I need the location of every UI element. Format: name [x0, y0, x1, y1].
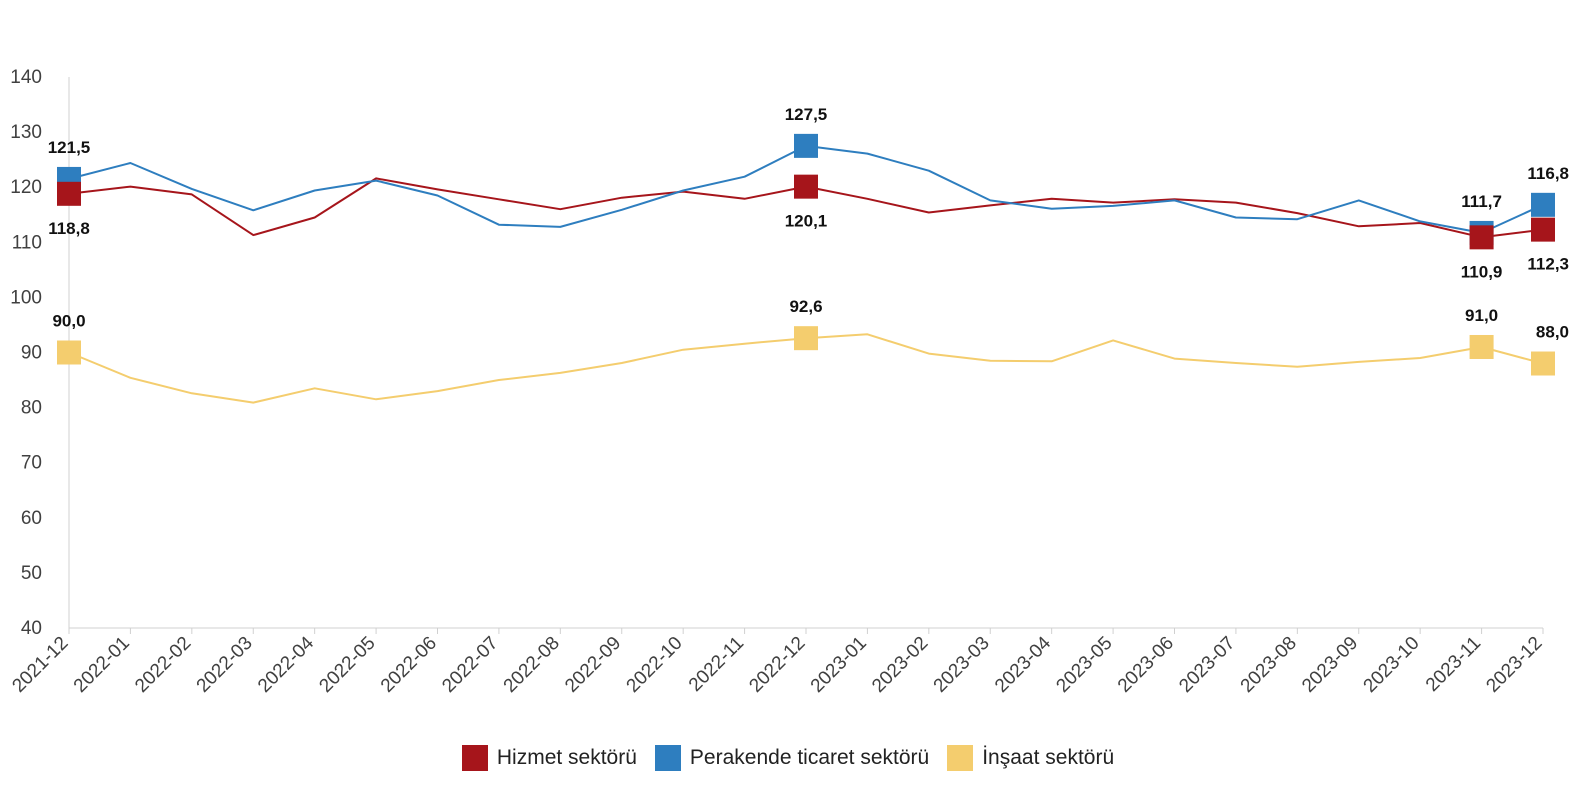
- data-labels: 118,8 120,1 110,9 112,3 121,5 127,5 111,7 116,8…: [48, 105, 1569, 342]
- x-tick-label: 2023-09: [1298, 633, 1362, 697]
- data-point-marker: [1531, 351, 1555, 376]
- y-tick-label: 40: [21, 618, 42, 639]
- data-point-marker: [1469, 334, 1494, 359]
- legend-swatch: [947, 745, 974, 771]
- data-label: 90,0: [52, 312, 85, 331]
- legend-label: İnşaat sektörü: [982, 746, 1115, 769]
- x-tick-label: 2022-04: [254, 632, 318, 696]
- x-tick-label: 2023-11: [1422, 633, 1485, 696]
- x-tick-label: 2023-07: [1175, 633, 1239, 697]
- data-label: 112,3: [1527, 255, 1569, 274]
- x-tick-label: 2023-04: [991, 632, 1055, 696]
- x-tick-label: 2022-03: [193, 633, 257, 697]
- data-label: 92,6: [789, 297, 822, 316]
- data-point-marker: [794, 133, 818, 158]
- legend-item-perakende-ticaret-sekt-r: Perakende ticaret sektörü: [654, 745, 930, 771]
- y-tick-label: 50: [21, 563, 42, 584]
- x-tick-label: 2023-01: [807, 633, 871, 697]
- x-tick-label: 2022-11: [685, 633, 748, 696]
- data-label: 110,9: [1461, 262, 1503, 281]
- data-point-marker: [1469, 225, 1494, 250]
- legend-swatch: [461, 745, 488, 771]
- x-tick-label: 2021-12: [8, 633, 72, 697]
- data-point-marker: [57, 340, 81, 365]
- data-point-marker: [794, 174, 818, 199]
- x-tick-label: 2022-08: [500, 633, 564, 697]
- series-markers: [57, 133, 1555, 376]
- x-tick-label: 2023-02: [868, 633, 932, 697]
- x-tick-label: 2023-06: [1114, 633, 1178, 697]
- data-point-marker: [794, 326, 818, 351]
- x-tick-label: 2022-09: [561, 633, 625, 697]
- y-tick-label: 100: [10, 287, 42, 308]
- legend-label: Perakende ticaret sektörü: [689, 746, 930, 769]
- x-tick-label: 2023-05: [1052, 633, 1116, 697]
- data-label: 120,1: [785, 212, 828, 231]
- x-tick-label: 2022-01: [70, 633, 134, 697]
- x-tick-label: 2022-10: [623, 633, 687, 697]
- y-tick-label: 90: [21, 343, 42, 364]
- x-tick-label: 2022-07: [438, 633, 502, 697]
- x-tick-label: 2023-10: [1360, 633, 1424, 697]
- x-tick-label: 2022-02: [131, 633, 195, 697]
- y-tick-label: 70: [21, 453, 42, 474]
- data-label: 116,8: [1527, 164, 1569, 183]
- x-tick-label: 2023-03: [930, 633, 994, 697]
- legend-item-i-n-aat-sekt-r: İnşaat sektörü: [947, 745, 1114, 771]
- x-tick-label: 2022-06: [377, 633, 441, 697]
- x-tick-label: 2022-12: [745, 633, 809, 697]
- y-tick-label: 130: [10, 122, 42, 143]
- data-label: 127,5: [785, 105, 828, 124]
- data-point-marker: [1531, 217, 1555, 242]
- legend-swatch: [654, 745, 681, 771]
- x-tick-label: 2023-12: [1482, 633, 1546, 697]
- data-point-marker: [57, 181, 81, 206]
- data-label: 121,5: [48, 138, 91, 157]
- data-label: 111,7: [1461, 192, 1502, 211]
- data-label: 91,0: [1465, 306, 1498, 325]
- x-tick-label: 2023-08: [1237, 633, 1301, 697]
- legend: Hizmet sektörü Perakende ticaret sektörü İ…: [0, 745, 1576, 771]
- y-tick-label: 80: [21, 398, 42, 419]
- y-tick-label: 120: [10, 177, 42, 198]
- data-label: 88,0: [1536, 323, 1569, 342]
- y-tick-label: 60: [21, 508, 42, 529]
- data-point-marker: [1531, 192, 1555, 217]
- y-tick-label: 140: [10, 67, 42, 88]
- axes: 4050607080901001101201301402021-122022-0…: [8, 67, 1546, 697]
- y-tick-label: 110: [12, 232, 42, 253]
- legend-label: Hizmet sektörü: [496, 746, 637, 769]
- legend-item-hizmet-sekt-r: Hizmet sektörü: [461, 745, 637, 771]
- x-tick-label: 2022-05: [315, 633, 379, 697]
- data-label: 118,8: [48, 219, 90, 238]
